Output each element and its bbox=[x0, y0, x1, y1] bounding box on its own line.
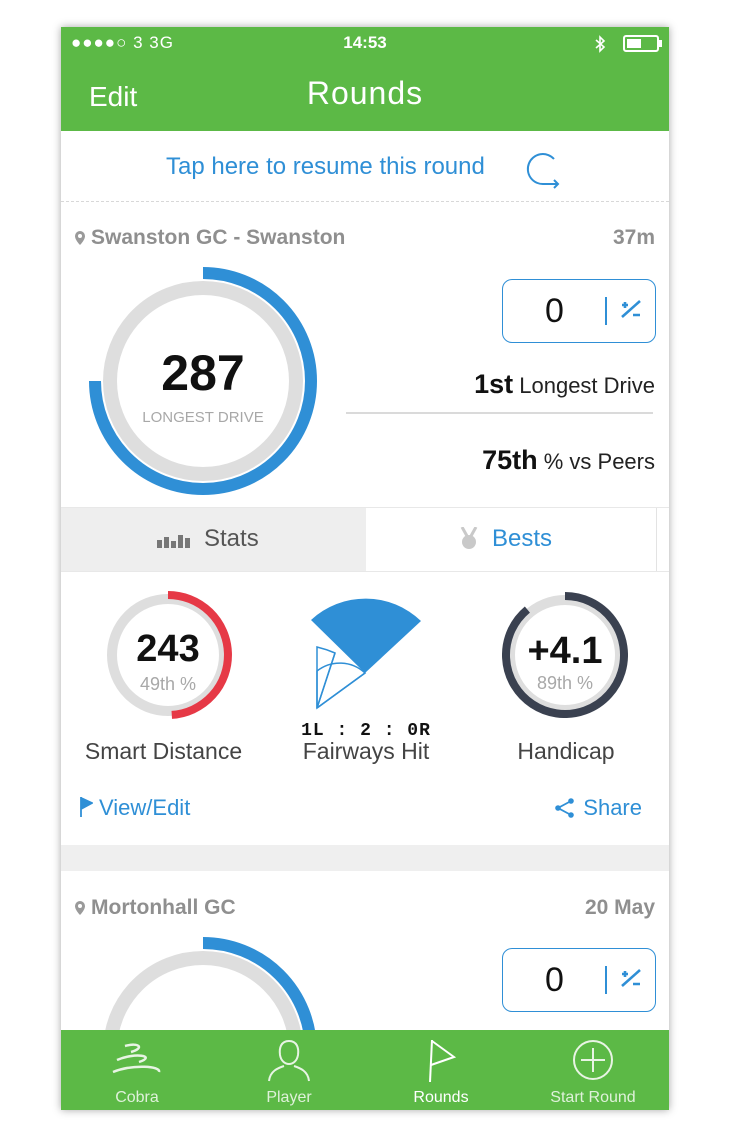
score-divider bbox=[605, 297, 607, 325]
tab-cobra[interactable]: Cobra bbox=[61, 1030, 213, 1110]
battery-icon bbox=[623, 35, 662, 53]
tab-bests[interactable]: Bests bbox=[366, 508, 657, 571]
flag-icon bbox=[429, 1039, 457, 1082]
fairways-ratio: 1L : 2 : 0R bbox=[301, 721, 431, 741]
tab-bests-label: Bests bbox=[492, 525, 553, 552]
bluetooth-icon bbox=[595, 34, 606, 53]
smart-distance-ring bbox=[107, 591, 232, 719]
plus-minus-icon[interactable] bbox=[618, 965, 644, 991]
handicap-percentile: 89th % bbox=[536, 673, 594, 693]
plus-minus-icon[interactable] bbox=[618, 296, 644, 322]
status-bar: ●●●●○ 3 3G 14:53 bbox=[71, 33, 662, 55]
status-time: 14:53 bbox=[343, 33, 387, 52]
longest-drive-value: 287 bbox=[161, 345, 245, 401]
share-link[interactable]: Share bbox=[555, 795, 642, 821]
score-value: 0 bbox=[545, 961, 564, 999]
longest-drive-gauge[interactable]: 287 LONGEST DRIVE bbox=[83, 261, 323, 501]
section-separator bbox=[61, 845, 669, 871]
resume-arrow-icon bbox=[526, 153, 560, 189]
view-edit-label: View/Edit bbox=[99, 795, 191, 820]
course-name: Mortonhall GC bbox=[91, 896, 236, 919]
resume-round-link[interactable]: Tap here to resume this round bbox=[166, 153, 485, 180]
tab-cobra-label: Cobra bbox=[115, 1089, 159, 1106]
smart-distance-gauge[interactable]: 243 49th % bbox=[103, 590, 233, 720]
smart-distance-value: 243 bbox=[136, 628, 200, 670]
tab-stats[interactable]: Stats bbox=[61, 508, 366, 571]
share-icon bbox=[555, 798, 575, 818]
tab-start-round-label: Start Round bbox=[550, 1089, 636, 1106]
round-time: 37m bbox=[612, 226, 655, 249]
score-value: 0 bbox=[545, 292, 564, 330]
fairways-hit-label: Fairways Hit bbox=[302, 738, 430, 764]
round-location: Mortonhall GC bbox=[75, 896, 236, 920]
handicap-gauge[interactable]: +4.1 89th % bbox=[502, 592, 628, 718]
course-name: Swanston GC - Swanston bbox=[91, 226, 346, 249]
location-pin-icon bbox=[75, 231, 85, 245]
percentile-value: 75th bbox=[482, 445, 538, 475]
player-icon bbox=[268, 1039, 310, 1082]
handicap-arc bbox=[502, 592, 628, 718]
stats-bests-tabs: Stats Bests bbox=[61, 507, 669, 572]
edit-button[interactable]: Edit bbox=[89, 81, 138, 112]
tab-stats-label: Stats bbox=[204, 525, 259, 552]
tab-rounds-label: Rounds bbox=[413, 1089, 469, 1106]
medal-icon bbox=[460, 527, 478, 549]
fairways-hit-chart[interactable] bbox=[297, 587, 437, 717]
resume-round-banner[interactable]: Tap here to resume this round bbox=[61, 131, 669, 202]
longest-drive-rank: 1st Longest Drive bbox=[474, 369, 655, 400]
tab-player[interactable]: Player bbox=[213, 1030, 365, 1110]
score-toggle[interactable]: 0 bbox=[502, 279, 656, 343]
tab-start-round[interactable]: Start Round bbox=[517, 1030, 669, 1110]
view-edit-link[interactable]: View/Edit bbox=[79, 795, 190, 821]
page-title: Rounds bbox=[306, 75, 424, 111]
status-right bbox=[594, 33, 662, 53]
handicap-value: +4.1 bbox=[527, 630, 603, 672]
carrier-signal: ●●●●○ 3 3G bbox=[71, 33, 174, 52]
share-label: Share bbox=[583, 795, 642, 820]
handicap-label: Handicap bbox=[517, 738, 615, 764]
app-header: ●●●●○ 3 3G 14:53 Edit Rounds bbox=[61, 27, 669, 131]
tab-rounds[interactable]: Rounds bbox=[365, 1030, 517, 1110]
bar-chart-icon bbox=[157, 535, 190, 548]
smart-distance-arc bbox=[167, 591, 232, 719]
phone-screen: ●●●●○ 3 3G 14:53 Edit Rounds Tap here to… bbox=[61, 27, 669, 1110]
rank-divider bbox=[346, 412, 653, 414]
rank-position: 1st bbox=[474, 369, 514, 399]
bottom-tab-bar: Cobra Player Rounds Start Round bbox=[61, 1030, 669, 1110]
cobra-logo-icon bbox=[112, 1043, 161, 1074]
round-date: 20 May bbox=[584, 896, 655, 919]
smart-distance-percentile: 49th % bbox=[139, 674, 197, 694]
percentile-label: % vs Peers bbox=[543, 449, 655, 474]
rank-label: Longest Drive bbox=[519, 373, 655, 398]
location-pin-icon bbox=[75, 901, 85, 915]
handicap-ring bbox=[502, 592, 628, 718]
longest-drive-ring bbox=[89, 267, 317, 495]
plus-circle-icon bbox=[573, 1040, 613, 1080]
fairways-fan bbox=[311, 598, 421, 710]
flag-icon bbox=[80, 796, 95, 817]
tab-player-label: Player bbox=[266, 1089, 312, 1106]
smart-distance-label: Smart Distance bbox=[84, 738, 243, 764]
score-divider bbox=[605, 966, 607, 994]
score-toggle[interactable]: 0 bbox=[502, 948, 656, 1012]
peer-percentile: 75th % vs Peers bbox=[482, 445, 655, 476]
round-location: Swanston GC - Swanston bbox=[75, 226, 345, 250]
longest-drive-label: LONGEST DRIVE bbox=[142, 409, 264, 426]
